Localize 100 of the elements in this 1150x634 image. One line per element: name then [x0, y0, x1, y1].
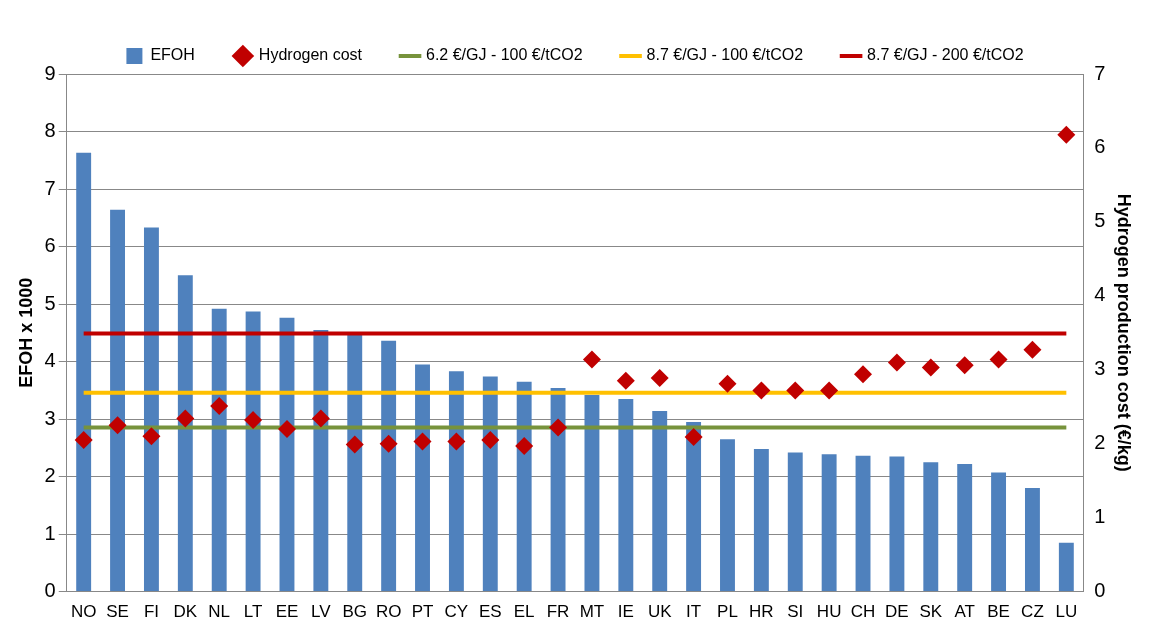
bar — [618, 398, 634, 592]
bar — [76, 152, 92, 592]
point — [955, 356, 974, 375]
x-tick-label: MT — [579, 602, 605, 622]
x-tick-label: CZ — [1021, 602, 1044, 622]
x-tick-label: FI — [143, 602, 159, 622]
bar — [211, 308, 227, 592]
point — [515, 436, 534, 455]
bar — [889, 456, 905, 592]
bar — [652, 411, 668, 592]
x-tick-label: HR — [749, 602, 774, 622]
y2-tick-label: 0 — [1094, 579, 1106, 602]
x-tick-label: NL — [208, 602, 231, 622]
bar — [110, 209, 126, 592]
bar — [753, 448, 769, 592]
y-tick-label: 4 — [44, 349, 56, 372]
x-tick-label: LU — [1055, 602, 1078, 622]
point — [74, 431, 93, 450]
y2-tick-label: 5 — [1094, 209, 1106, 232]
bar — [821, 454, 837, 592]
x-tick-label: LV — [311, 602, 332, 622]
bar — [415, 364, 430, 592]
x-tick-label: RO — [375, 602, 402, 622]
bar — [143, 227, 159, 592]
x-tick-label: DK — [173, 602, 198, 622]
legend-label: 8.7 €/GJ - 100 €/tCO2 — [646, 46, 804, 64]
x-tick-label: UK — [647, 602, 673, 622]
bar — [1024, 488, 1040, 592]
point — [684, 428, 703, 447]
bar — [516, 381, 532, 592]
x-tick-label: DE — [885, 602, 909, 622]
y2-tick-label: 1 — [1094, 505, 1106, 528]
y-tick-label: 7 — [44, 176, 56, 199]
x-tick-label: AT — [954, 602, 975, 622]
x-tick-label: IT — [686, 602, 702, 622]
point — [379, 434, 398, 453]
x-tick-label: EL — [513, 602, 535, 622]
bar — [313, 329, 329, 592]
y2-tick-label: 6 — [1094, 135, 1106, 158]
x-tick-label: NO — [70, 602, 97, 622]
point — [820, 381, 839, 400]
y2-tick-label: 2 — [1094, 431, 1106, 454]
point — [176, 409, 195, 428]
legend-label: Hydrogen cost — [258, 46, 363, 64]
x-tick-label: PT — [411, 602, 434, 622]
legend-label: 8.7 €/GJ - 200 €/tCO2 — [867, 46, 1024, 64]
y-tick-label: 6 — [44, 234, 56, 257]
point — [650, 368, 669, 387]
bar — [584, 394, 600, 592]
y-tick-label: 9 — [44, 61, 56, 84]
bar — [482, 376, 498, 592]
point — [752, 381, 771, 400]
point — [244, 411, 263, 430]
y2-tick-label: 7 — [1094, 61, 1106, 84]
x-tick-label: ES — [478, 602, 502, 622]
x-tick-label: LT — [243, 602, 263, 622]
bar — [1058, 542, 1074, 592]
bar — [448, 371, 464, 592]
bar — [550, 388, 566, 592]
y2-tick-label: 4 — [1094, 283, 1106, 306]
y2-tick-label: 3 — [1094, 357, 1106, 380]
x-tick-label: CY — [444, 602, 469, 622]
x-tick-label: HU — [816, 602, 842, 622]
bar — [381, 340, 397, 592]
point — [345, 435, 364, 454]
point — [921, 358, 940, 377]
x-tick-label: BE — [987, 602, 1010, 622]
y-axis-title: EFOH x 1000 — [15, 277, 36, 388]
y-tick-label: 5 — [44, 291, 56, 314]
bar — [787, 452, 803, 592]
point — [989, 350, 1008, 369]
point — [718, 374, 737, 393]
x-tick-label: CH — [850, 602, 876, 622]
point — [1023, 340, 1042, 359]
bar — [923, 462, 939, 592]
point — [413, 432, 432, 451]
point — [887, 353, 906, 372]
y-tick-label: 8 — [44, 119, 56, 142]
legend-label: EFOH — [150, 46, 195, 64]
point — [616, 371, 635, 390]
x-tick-label: SI — [787, 602, 804, 622]
x-tick-label: BG — [342, 602, 368, 622]
y-tick-label: 3 — [44, 406, 56, 429]
bar — [720, 439, 735, 592]
point — [142, 427, 161, 446]
point — [447, 432, 466, 451]
point — [1057, 125, 1076, 144]
point — [277, 419, 296, 438]
point — [210, 397, 229, 415]
y-tick-label: 2 — [44, 464, 56, 487]
x-tick-label: SE — [106, 602, 129, 622]
x-tick-label: PL — [717, 602, 738, 622]
x-tick-label: SK — [919, 602, 943, 622]
bar — [686, 421, 702, 592]
point — [786, 381, 805, 400]
legend-label: 6.2 €/GJ - 100 €/tCO2 — [426, 46, 583, 64]
bar — [855, 455, 871, 592]
point — [311, 409, 330, 428]
point — [854, 365, 873, 384]
point — [549, 418, 568, 437]
